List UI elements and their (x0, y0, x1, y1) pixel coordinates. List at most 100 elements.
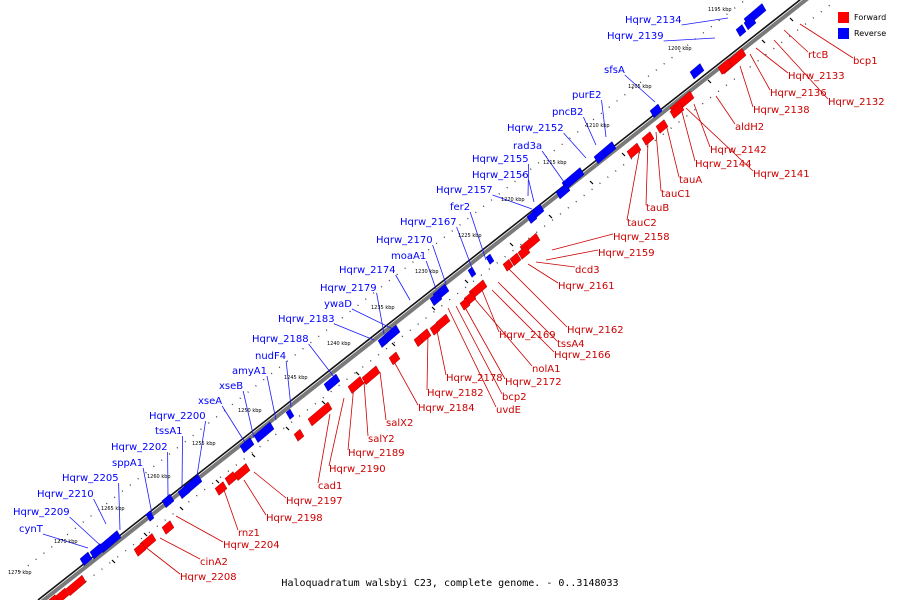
genome-axis (37, 0, 809, 600)
forward-gene-arrow (224, 471, 238, 486)
forward-leader-line (461, 301, 506, 380)
axis-tick-mark (391, 342, 396, 347)
reverse-gene-arrow (555, 183, 571, 200)
reverse-gene-label: pncB2 (552, 107, 583, 118)
axis-tick-mark (179, 506, 184, 511)
forward-gene-label: salY2 (368, 434, 395, 445)
reverse-leader-line (541, 150, 565, 183)
reverse-gene-label: Hqrw_2170 (376, 235, 433, 246)
reverse-leader-line (93, 498, 107, 525)
reverse-gene-arrow (177, 484, 191, 500)
reverse-gene-label: fer2 (450, 202, 470, 213)
reverse-gene-arrow (285, 408, 295, 420)
forward-gene-label: Hqrw_2142 (710, 145, 767, 156)
reverse-leader-line (583, 116, 597, 146)
reverse-gene-label: xseB (219, 381, 243, 392)
reverse-leader-line (242, 390, 255, 439)
reverse-gene-label: moaA1 (391, 251, 426, 262)
forward-gene-arrow (655, 119, 669, 134)
forward-gene-arrow (509, 252, 522, 267)
forward-gene-arrow (459, 297, 471, 311)
forward-leader-line (473, 297, 533, 367)
reverse-leader-line (351, 308, 396, 331)
tick-label-kbp: 1270 kbp (54, 539, 78, 545)
gene-features (48, 3, 767, 600)
forward-leader-line (175, 515, 224, 543)
reverse-leader-line (118, 482, 121, 531)
tick-labels: 1195 kbp 1200 kbp 1205 kbp 1210 kbp 1215 kbp… (8, 7, 732, 576)
forward-gene-label: Hqrw_2144 (695, 159, 752, 170)
reverse-leader-line (69, 516, 101, 546)
tick-label-kbp: 1200 kbp (668, 46, 692, 52)
forward-gene-label: Hqrw_2158 (613, 232, 670, 243)
reverse-leader-line (528, 179, 535, 203)
forward-gene-arrow (717, 58, 733, 75)
forward-gene-label: Hqrw_2178 (446, 373, 503, 384)
forward-leader-line (715, 95, 736, 125)
reverse-gene-arrow (593, 149, 607, 165)
forward-leader-line (755, 47, 789, 74)
forward-gene-arrow (65, 574, 87, 597)
axis-tick-mark (707, 79, 712, 84)
reverse-gene-arrow (743, 15, 757, 31)
reverse-gene-arrow (526, 211, 538, 224)
tick-label-kbp: 1265 kbp (101, 506, 125, 512)
forward-leader-line (497, 281, 558, 342)
forward-leader-line (681, 111, 696, 162)
axis-tick-mark (761, 39, 766, 44)
reverse-gene-label: Hqrw_2139 (607, 31, 664, 42)
tick-label-kbp: 1215 kbp (543, 160, 567, 166)
forward-gene-arrow (361, 365, 381, 386)
reverse-gene-label: Hqrw_2205 (62, 473, 119, 484)
forward-leader-line (391, 357, 419, 406)
reverse-leader-line (681, 17, 729, 26)
reverse-leader-line (432, 244, 447, 285)
forward-gene-label: Hqrw_2190 (329, 464, 386, 475)
reverse-gene-label: Hqrw_2157 (436, 185, 493, 196)
forward-leader-line (223, 489, 239, 531)
reverse-gene-arrow (485, 253, 495, 265)
axis-tick-mark (621, 152, 626, 157)
reverse-leader-line (376, 292, 385, 335)
forward-swatch (838, 11, 849, 23)
reverse-gene-label: Hqrw_2200 (149, 411, 206, 422)
reverse-gene-arrow (377, 335, 389, 348)
forward-leader-line (535, 261, 576, 268)
reverse-gene-label: amyA1 (232, 366, 267, 377)
reverse-gene-label: Hqrw_2210 (37, 489, 94, 500)
reverse-leader-line (308, 343, 335, 378)
reverse-leader-line (663, 37, 716, 42)
forward-gene-arrow (669, 102, 685, 119)
forward-gene-label: Hqrw_2197 (286, 496, 343, 507)
axis-tick-mark (464, 279, 469, 284)
forward-gene-label: bcp1 (853, 56, 878, 67)
forward-gene-label: Hqrw_2172 (505, 377, 562, 388)
reverse-leader-line (624, 74, 656, 103)
forward-gene-label: Hqrw_2161 (558, 281, 615, 292)
reverse-gene-arrow (89, 543, 105, 560)
reverse-gene-arrow (161, 493, 175, 509)
forward-gene-arrow (502, 258, 514, 272)
tick-label-kbp: 1250 kbp (238, 408, 262, 414)
forward-gene-arrow (517, 245, 531, 260)
forward-leader-line (551, 233, 614, 251)
forward-gene-label: Hqrw_2166 (554, 350, 611, 361)
forward-gene-label: Hqrw_2162 (567, 325, 624, 336)
reverse-gene-label: Hqrw_2152 (507, 123, 564, 134)
forward-leader-line (317, 413, 331, 484)
forward-leader-line (159, 537, 201, 560)
tick-label-kbp: 1220 kbp (501, 197, 525, 203)
forward-leader-line (545, 249, 599, 261)
reverse-leader-line (195, 420, 207, 483)
forward-gene-label: uvdE (496, 405, 521, 416)
forward-gene-label: Hqrw_2136 (770, 88, 827, 99)
tick-label-kbp: 1240 kbp (327, 341, 351, 347)
forward-leader-line (783, 29, 809, 53)
forward-leader-line (447, 307, 497, 408)
reverse-gene-label: Hqrw_2134 (625, 15, 682, 26)
forward-track-dots-outer (61, 4, 831, 600)
legend-item-forward: Forward (838, 9, 886, 25)
label-leader-lines (42, 17, 854, 575)
axis-tick-mark (285, 426, 290, 431)
forward-gene-arrow (347, 376, 365, 394)
